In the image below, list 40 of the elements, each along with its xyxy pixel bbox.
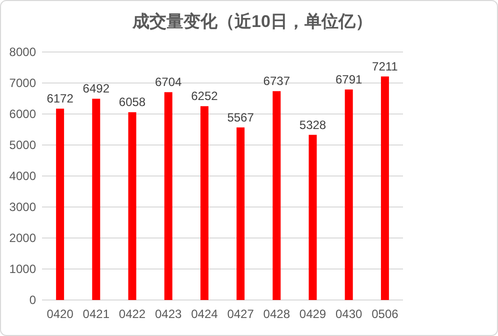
y-tick-label: 1000 (9, 262, 36, 276)
x-tick-label: 0506 (372, 307, 399, 321)
data-label: 5328 (299, 118, 326, 132)
data-label: 6791 (336, 72, 363, 86)
bar (56, 108, 64, 300)
x-tick-label: 0421 (82, 307, 110, 321)
x-tick-label: 0424 (191, 307, 218, 321)
y-tick-label: 0 (29, 293, 36, 307)
y-tick-label: 7000 (9, 76, 36, 90)
y-tick-label: 5000 (9, 138, 36, 152)
bar (380, 76, 389, 300)
x-tick-label: 0420 (46, 307, 74, 321)
x-tick-label: 0429 (299, 307, 326, 321)
y-tick-label: 4000 (9, 169, 36, 183)
x-tick-label: 0430 (336, 307, 363, 321)
data-label: 5567 (227, 110, 254, 124)
data-label: 6737 (263, 74, 290, 88)
bar (272, 91, 281, 300)
x-tick-label: 0423 (155, 307, 182, 321)
data-label: 6172 (46, 92, 74, 106)
chart-title: 成交量变化（近10日，单位亿） (132, 12, 372, 31)
y-tick-label: 2000 (9, 231, 36, 245)
data-label: 6704 (155, 75, 182, 90)
bar (92, 98, 100, 300)
x-tick-label: 0422 (118, 307, 146, 321)
y-tick-label: 3000 (9, 200, 36, 214)
bar (128, 112, 136, 300)
data-label: 6058 (118, 95, 146, 110)
bar (164, 92, 172, 300)
bar (200, 106, 208, 300)
data-label: 7211 (372, 59, 398, 74)
bar (344, 89, 353, 300)
x-tick-label: 0428 (263, 307, 290, 321)
x-tick-label: 0427 (227, 307, 254, 321)
y-tick-label: 6000 (9, 107, 36, 121)
data-label: 6252 (191, 89, 218, 104)
bar (236, 127, 245, 300)
data-label: 6492 (82, 82, 110, 96)
bar (308, 134, 317, 300)
y-tick-label: 8000 (9, 45, 36, 59)
